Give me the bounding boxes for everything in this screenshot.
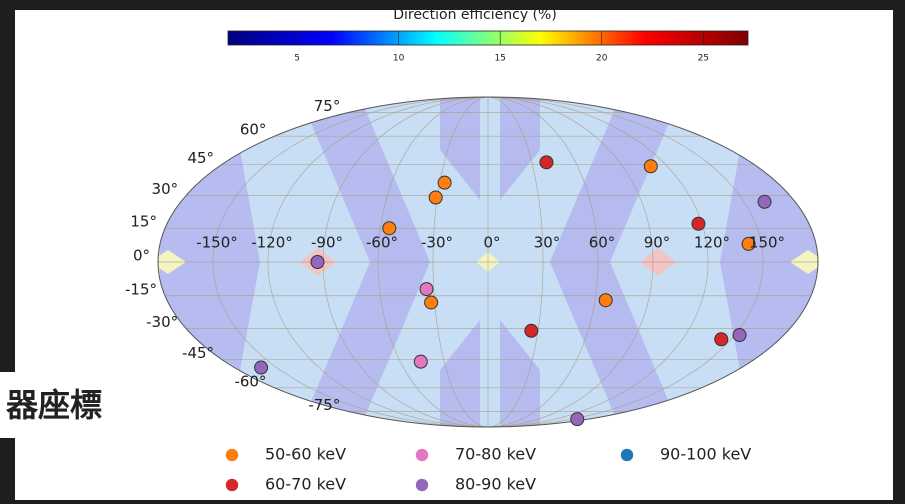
x-tick-label: 60° bbox=[589, 234, 616, 252]
colorbar-tick-label: 10 bbox=[393, 54, 405, 64]
point bbox=[420, 283, 433, 296]
point bbox=[429, 191, 442, 204]
x-tick-label: -30° bbox=[421, 234, 453, 252]
point bbox=[599, 294, 612, 307]
legend-marker bbox=[416, 479, 429, 492]
x-tick-label: 90° bbox=[644, 234, 671, 252]
y-tick-label: -15° bbox=[125, 280, 157, 298]
point bbox=[715, 333, 728, 346]
legend-label: 60-70 keV bbox=[265, 475, 346, 494]
x-tick-label: -90° bbox=[311, 234, 343, 252]
colorbar-tick-label: 5 bbox=[294, 54, 300, 64]
point bbox=[540, 156, 553, 169]
legend-label: 50-60 keV bbox=[265, 445, 346, 464]
legend-marker bbox=[226, 449, 239, 462]
y-tick-label: -30° bbox=[146, 313, 178, 331]
y-tick-label: 45° bbox=[187, 149, 214, 167]
point bbox=[571, 413, 584, 426]
y-tick-label: -75° bbox=[308, 396, 340, 414]
x-tick-label: 120° bbox=[694, 234, 730, 252]
point bbox=[692, 217, 705, 230]
legend-label: 80-90 keV bbox=[455, 475, 536, 494]
slide-text: 器座標 bbox=[5, 386, 102, 424]
x-tick-label: 150° bbox=[749, 234, 785, 252]
x-tick-label: 30° bbox=[534, 234, 561, 252]
x-tick-label: -150° bbox=[196, 234, 238, 252]
y-tick-label: -45° bbox=[182, 344, 214, 362]
point bbox=[311, 256, 324, 269]
y-tick-label: 60° bbox=[240, 121, 267, 139]
legend-marker bbox=[226, 479, 239, 492]
chart: 器座標 Direction efficiency (%) 50-60 keV 60… bbox=[0, 0, 905, 500]
colorbar-tick-label: 15 bbox=[494, 54, 505, 64]
legend-marker bbox=[416, 449, 429, 462]
colorbar-tick-label: 20 bbox=[596, 54, 608, 64]
y-tick-label: 15° bbox=[130, 213, 157, 231]
legend-marker bbox=[621, 449, 634, 462]
colorbar-tick-label: 25 bbox=[698, 54, 709, 64]
colorbar bbox=[228, 31, 748, 45]
y-tick-label: -60° bbox=[234, 372, 266, 390]
x-tick-label: -60° bbox=[366, 234, 398, 252]
y-tick-label: 30° bbox=[152, 180, 179, 198]
legend-label: 70-80 keV bbox=[455, 445, 536, 464]
point bbox=[414, 355, 427, 368]
point bbox=[758, 195, 771, 208]
x-tick-label: -120° bbox=[251, 234, 293, 252]
point bbox=[425, 296, 438, 309]
colorbar-title: Direction efficiency (%) bbox=[393, 7, 557, 23]
point bbox=[644, 160, 657, 173]
point bbox=[525, 324, 538, 337]
y-tick-label: 0° bbox=[133, 247, 150, 265]
legend-label: 90-100 keV bbox=[660, 445, 751, 464]
point bbox=[733, 329, 746, 342]
x-tick-label: 0° bbox=[483, 234, 500, 252]
y-tick-label: 75° bbox=[314, 97, 341, 115]
point bbox=[438, 176, 451, 189]
